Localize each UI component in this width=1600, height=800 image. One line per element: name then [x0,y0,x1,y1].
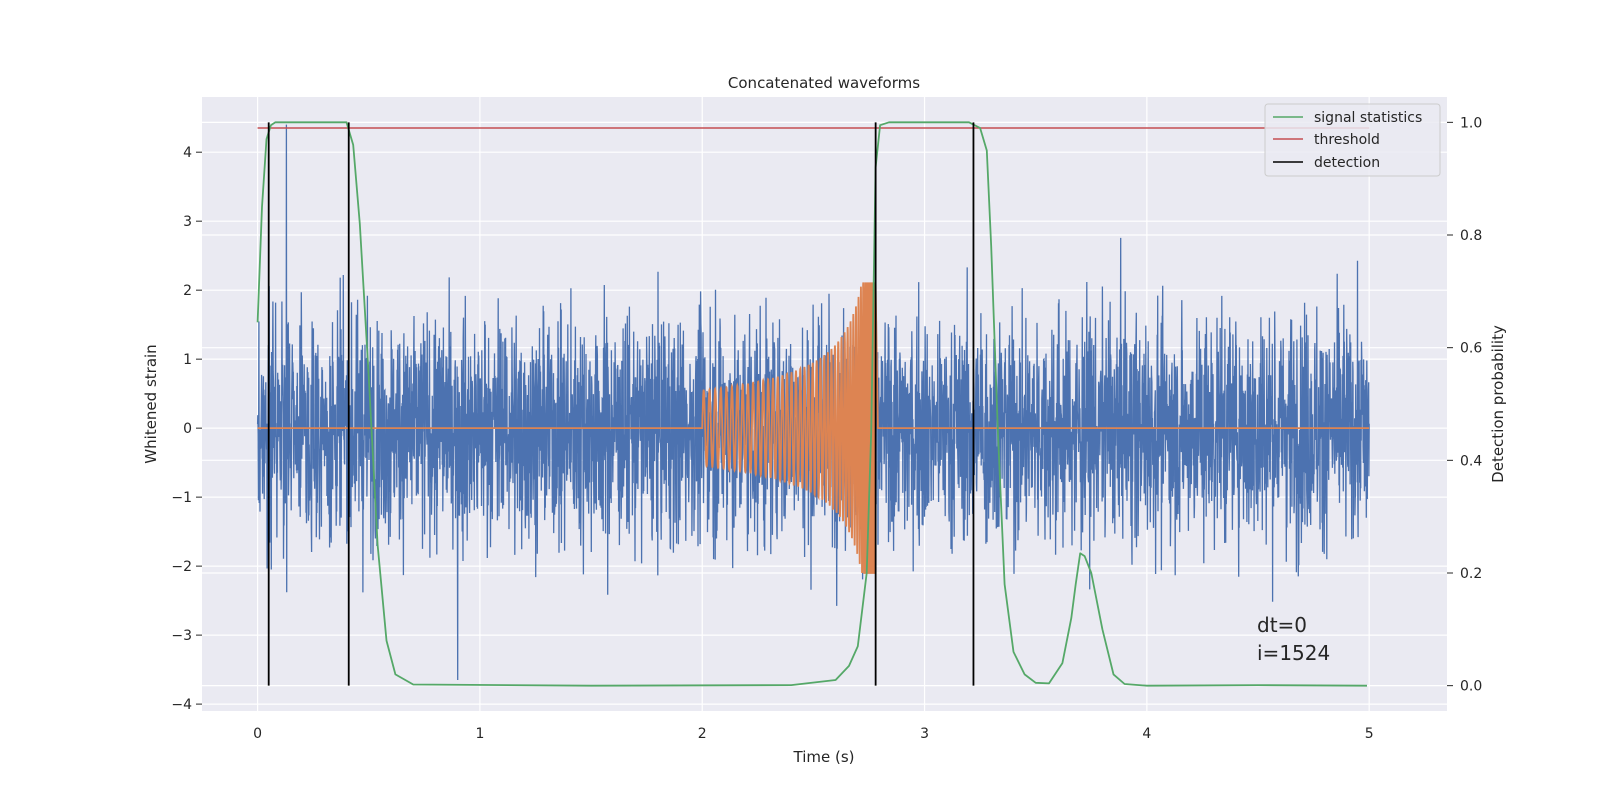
y-tick-label-right: 0.8 [1460,228,1482,244]
legend-box [1264,103,1441,177]
y-tick-label-right: 0.0 [1460,679,1482,695]
x-tick-label: 4 [1142,726,1151,742]
y-tick-label-right: 0.4 [1460,453,1482,469]
data-layer [256,121,1370,687]
y-tick-label-left: −4 [171,697,192,713]
signal-statistics-line [256,121,1368,687]
x-tick-label: 2 [698,726,707,742]
y-tick-label-right: 0.2 [1460,566,1482,582]
y-tick-label-left: 4 [183,145,192,161]
y-tick-label-left: 3 [183,214,192,230]
y-tick-label-right: 0.6 [1460,341,1482,357]
x-tick-label: 0 [253,726,262,742]
y-axis-label-right: Detection probability [1489,325,1507,483]
annotation-index: i=1524 [1257,641,1330,665]
legend-label-signal-statistics: signal statistics [1314,110,1422,126]
x-axis-label: Time (s) [793,748,855,766]
annotation-dt: dt=0 [1257,613,1307,637]
legend-label-threshold: threshold [1314,132,1380,148]
y-tick-label-left: 1 [183,352,192,368]
y-tick-label-left: 0 [183,421,192,437]
y-tick-label-right: 1.0 [1460,115,1482,131]
legend-label-detection: detection [1314,155,1380,171]
x-tick-label: 1 [475,726,484,742]
y-tick-label-left: −2 [171,559,192,575]
tick-labels: 0 1 2 3 4 5 −4 −3 −2 −1 0 1 2 3 4 0.0 0.2 0.4 0.6 0.8 1.0 [171,115,1482,742]
y-axis-label-left: Whitened strain [142,344,160,463]
legend: signal statistics threshold detection [1264,103,1441,177]
chirp-series-line [257,282,1370,574]
y-tick-label-left: −3 [171,628,192,644]
x-tick-label: 5 [1365,726,1374,742]
y-tick-label-left: −1 [171,490,192,506]
chart-title: Concatenated waveforms [728,74,920,92]
y-tick-label-left: 2 [183,283,192,299]
x-tick-label: 3 [920,726,929,742]
